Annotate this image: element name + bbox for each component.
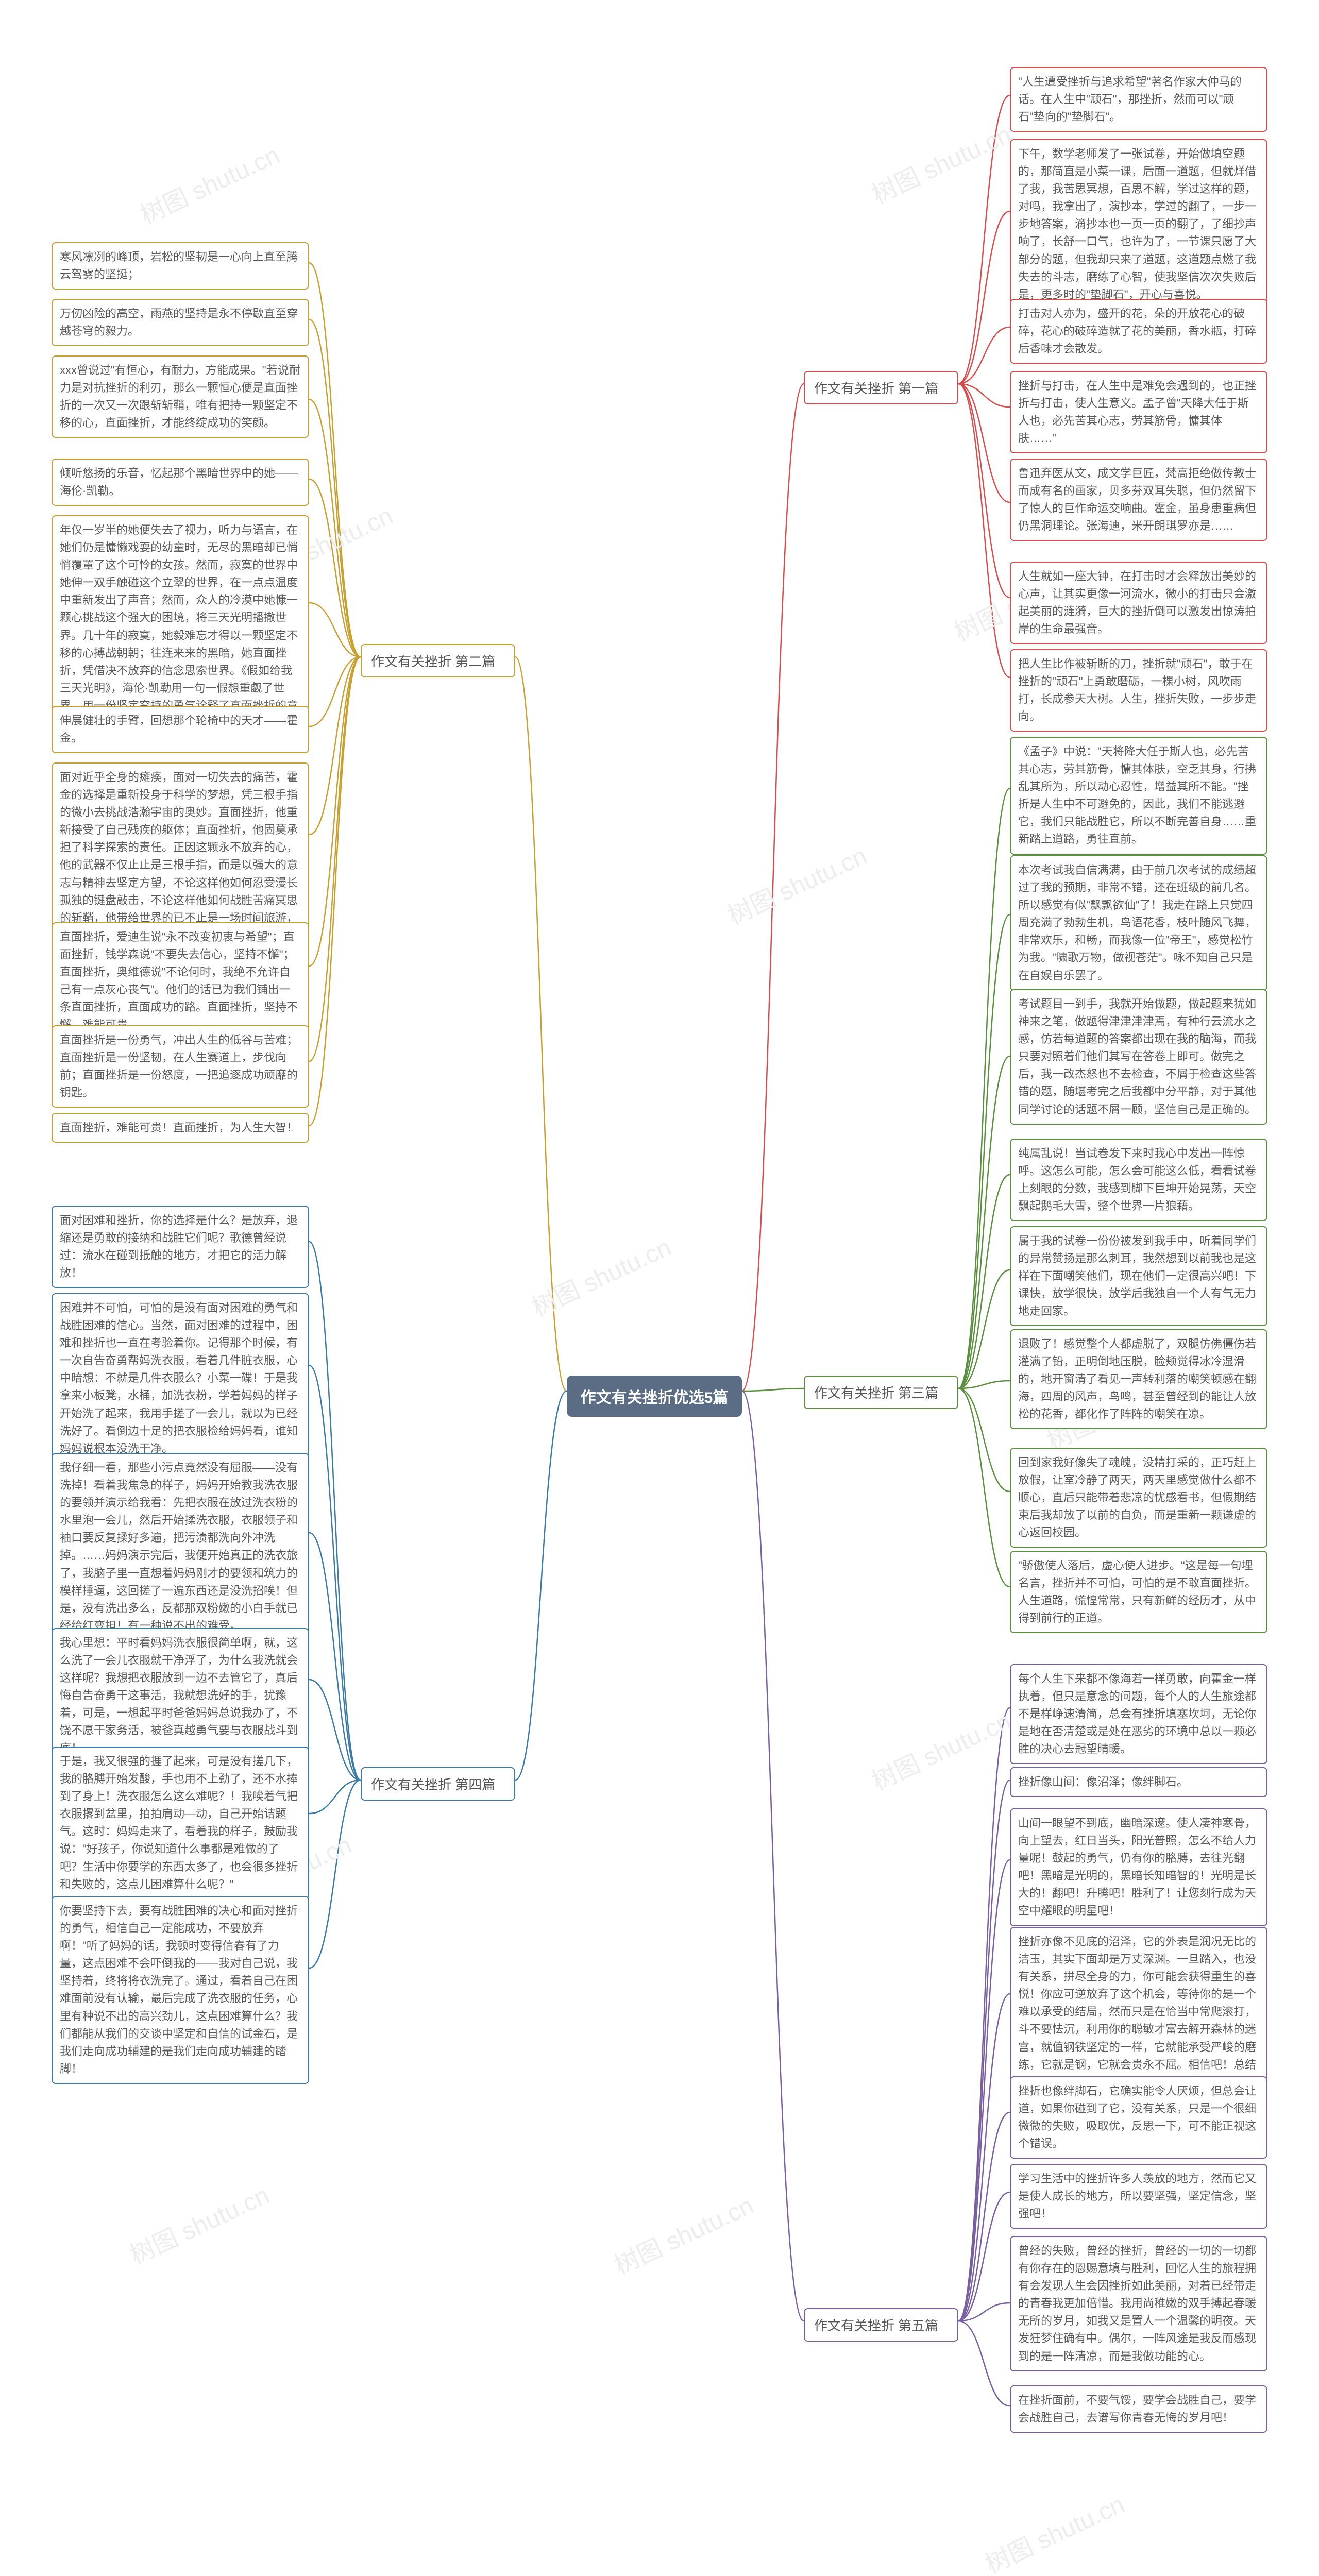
branch-node-b3[interactable]: 作文有关挫折 第三篇	[804, 1376, 958, 1409]
watermark: 树图 shutu.cn	[721, 836, 872, 931]
leaf-node[interactable]: 伸展健壮的手臂，回想那个轮椅中的天才——霍金。	[52, 706, 309, 753]
leaf-node[interactable]: 纯属乱说！当试卷发下来时我心中发出一阵惊呼。这怎么可能，怎么会可能这么低，看看试…	[1010, 1139, 1267, 1221]
watermark: 树图 shutu.cn	[133, 135, 284, 231]
leaf-node[interactable]: 我心里想：平时看妈妈洗衣服很简单啊，就，这么洗了一会儿衣服就干净浮了，为什么我洗…	[52, 1628, 309, 1764]
leaf-node[interactable]: 挫折像山间：像沼泽；像绊脚石。	[1010, 1767, 1267, 1797]
leaf-node[interactable]: 困难并不可怕，可怕的是没有面对困难的勇气和战胜困难的信心。当然，面对困难的过程中…	[52, 1293, 309, 1464]
watermark: 树图 shutu.cn	[607, 2185, 758, 2281]
leaf-node[interactable]: 挫折也像绊脚石，它确实能令人厌烦，但总会让道，如果你碰到了它，没有关系，只是一个…	[1010, 2076, 1267, 2159]
watermark: 树图 shutu.cn	[865, 114, 1016, 210]
leaf-node[interactable]: "骄傲使人落后，虚心使人进步。"这是每一句埋名言，挫折并不可怕，可怕的是不敢直面…	[1010, 1551, 1267, 1633]
leaf-node[interactable]: 打击对人亦为，盛开的花，朵的开放花心的破碎，花心的破碎造就了花的美丽，香水瓶，打…	[1010, 299, 1267, 364]
watermark: 树图 shutu.cn	[216, 2567, 367, 2576]
leaf-node[interactable]: 万仞凶险的高空，雨燕的坚持是永不停歇直至穿越苍穹的毅力。	[52, 299, 309, 346]
leaf-node[interactable]: 下午，数学老师发了一张试卷，开始做填空题的，那简直是小菜一课，后面一道题，但就烊…	[1010, 139, 1267, 310]
leaf-node[interactable]: "人生遭受挫折与追求希望"著名作家大仲马的话。在人生中"顽石"，那挫折，然而可以…	[1010, 67, 1267, 132]
leaf-node[interactable]: 于是，我又很强的捱了起来，可是没有搓几下，我的胳膊开始发酸，手也用不上劲了，还不…	[52, 1747, 309, 1900]
branch-node-b2[interactable]: 作文有关挫折 第二篇	[361, 644, 515, 677]
leaf-node[interactable]: 挫折与打击，在人生中是难免会遇到的，也正挫折与打击，使人生意义。孟子曾"天降大任…	[1010, 371, 1267, 453]
leaf-node[interactable]: 直面挫折，难能可贵！直面挫折，为人生大智！	[52, 1113, 309, 1143]
watermark: 树图 shutu.cn	[978, 2484, 1129, 2576]
leaf-node[interactable]: 属于我的试卷一份份被发到我手中，听着同学们的异常赞扬是那么刺耳，我然想到以前我也…	[1010, 1226, 1267, 1326]
leaf-node[interactable]: xxx曾说过"有恒心，有耐力，方能成果。"若说耐力是对抗挫折的利刃，那么一颗恒心…	[52, 355, 309, 438]
leaf-node[interactable]: 直面挫折是一份勇气，冲出人生的低谷与苦难；直面挫折是一份坚韧，在人生赛道上，步伐…	[52, 1025, 309, 1108]
leaf-node[interactable]: 在挫折面前，不要气馁，要学会战胜自己，要学会战胜自己，去谱写你青春无悔的岁月吧！	[1010, 2385, 1267, 2433]
leaf-node[interactable]: 你要坚持下去，要有战胜困难的决心和面对挫折的勇气，相信自己一定能成功，不要放弃啊…	[52, 1896, 309, 2084]
leaf-node[interactable]: 我仔细一看，那些小污点竟然没有屈服——没有洗掉！看着我焦急的样子，妈妈开始教我洗…	[52, 1453, 309, 1641]
center-node[interactable]: 作文有关挫折优选5篇	[567, 1376, 742, 1417]
branch-node-b4[interactable]: 作文有关挫折 第四篇	[361, 1767, 515, 1801]
leaf-node[interactable]: 学习生活中的挫折许多人羡放的地方，然而它又是使人成长的地方，所以要坚强，坚定信念…	[1010, 2164, 1267, 2229]
leaf-node[interactable]: 寒风凛冽的峰顶，岩松的坚韧是一心向上直至腾云驾雾的坚挺；	[52, 242, 309, 290]
watermark: 树图 shutu.cn	[865, 1701, 1016, 1797]
watermark: 树图 shutu.cn	[525, 1227, 676, 1323]
leaf-node[interactable]: 山间一眼望不到底，幽暗深邃。使人凄神寒骨，向上望去，红日当头，阳光普照，怎么不给…	[1010, 1808, 1267, 1926]
leaf-node[interactable]: 年仅一岁半的她便失去了视力，听力与语言，在她们仍是慵懒戏耍的幼童时，无尽的黑暗却…	[52, 515, 309, 738]
leaf-node[interactable]: 面对困难和挫折，你的选择是什么？是放弃，退缩还是勇敢的接纳和战胜它们呢？歌德曾经…	[52, 1206, 309, 1288]
leaf-node[interactable]: 鲁迅弃医从文，成文学巨匠，梵高拒绝做传教士而成有名的画家，贝多芬双耳失聪，但仍然…	[1010, 459, 1267, 541]
branch-node-b5[interactable]: 作文有关挫折 第五篇	[804, 2308, 958, 2342]
leaf-node[interactable]: 本次考试我自信满满，由于前几次考试的成绩超过了我的预期，非常不错，还在班级的前几…	[1010, 855, 1267, 991]
leaf-node[interactable]: 倾听悠扬的乐音，忆起那个黑暗世界中的她——海伦·凯勒。	[52, 459, 309, 506]
branch-node-b1[interactable]: 作文有关挫折 第一篇	[804, 371, 958, 404]
leaf-node[interactable]: 回到家我好像失了魂魄，没精打采的，正巧赶上放假，让室冷静了两天，两天里感觉做什么…	[1010, 1448, 1267, 1548]
watermark: 树图 shutu.cn	[123, 2175, 274, 2271]
leaf-node[interactable]: 直面挫折，爱迪生说"永不改变初衷与希望"；直面挫折，钱学森说"不要失去信心，坚持…	[52, 922, 309, 1040]
leaf-node[interactable]: 每个人生下来都不像海若一样勇敢，向霍金一样执着，但只是意念的问题，每个人的人生旅…	[1010, 1664, 1267, 1764]
leaf-node[interactable]: 人生就如一座大钟，在打击时才会释放出美妙的心声，让其实更像一河流水，微小的打击只…	[1010, 562, 1267, 644]
leaf-node[interactable]: 考试题目一到手，我就开始做题，做起题来犹如神来之笔，做题得津津津津焉，有种行云流…	[1010, 989, 1267, 1125]
leaf-node[interactable]: 曾经的失败，曾经的挫折，曾经的一切的一切都有你存在的恩赐意填与胜利，回忆人生的旅…	[1010, 2236, 1267, 2371]
leaf-node[interactable]: 退败了！感觉整个人都虚脱了，双腿仿佛僵伤若灌满了铅，正明倒地压脱，脸颊觉得冰冷湿…	[1010, 1329, 1267, 1429]
leaf-node[interactable]: 《孟子》中说："天将降大任于斯人也，必先苦其心志，劳其筋骨，慵其体肤，空乏其身，…	[1010, 737, 1267, 855]
leaf-node[interactable]: 把人生比作被斩断的刀，挫折就"顽石"，敢于在挫折的"顽石"上勇敢磨砺，一棵小树，…	[1010, 649, 1267, 732]
